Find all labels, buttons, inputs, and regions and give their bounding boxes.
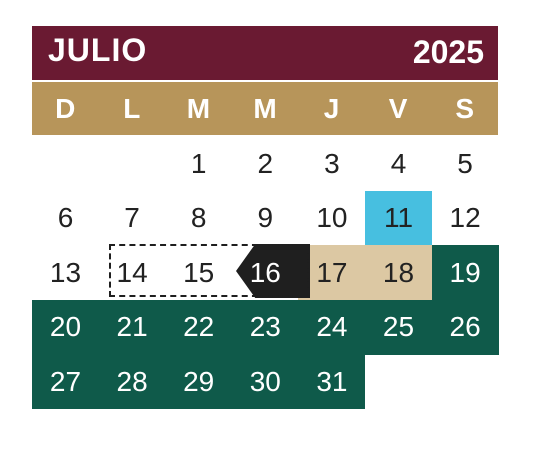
day-cell: 29 xyxy=(165,354,233,410)
day-cell: 24 xyxy=(298,299,366,355)
day-cell: 12 xyxy=(449,202,481,234)
day-cell: 21 xyxy=(98,299,166,355)
day-cell: 16 xyxy=(249,256,281,288)
day-cell: 9 xyxy=(257,202,274,234)
month-title: JULIO xyxy=(48,32,148,68)
day-cell: 27 xyxy=(32,354,99,410)
weekday-label: M xyxy=(186,92,211,124)
weekday-bar: D L M M J V S xyxy=(32,82,498,135)
day-cell: 7 xyxy=(124,202,140,234)
weekday-label: M xyxy=(253,92,277,124)
day-cell: 23 xyxy=(231,299,299,355)
day-cell: 31 xyxy=(298,354,366,410)
weekday-label: J xyxy=(323,92,340,124)
year-title: 2025 xyxy=(412,34,484,70)
day-cell: 20 xyxy=(32,299,99,355)
day-cell: 30 xyxy=(231,354,299,410)
day-cell: 25 xyxy=(365,299,432,355)
day-cell: 13 xyxy=(49,256,82,288)
day-cell: 4 xyxy=(390,147,407,179)
day-cell: 11 xyxy=(365,190,432,246)
weekday-label: L xyxy=(123,92,141,124)
weekday-label: S xyxy=(455,92,475,124)
month-header: JULIO 2025 xyxy=(32,26,498,80)
day-cell: 28 xyxy=(98,354,166,410)
day-cell: 19 xyxy=(431,245,499,301)
day-cell: 2 xyxy=(257,147,274,179)
day-cell: 1 xyxy=(190,147,207,179)
day-cell: 10 xyxy=(316,202,348,234)
day-cell: 26 xyxy=(431,299,499,355)
weekday-label: D xyxy=(55,92,76,124)
day-cell: 18 xyxy=(365,245,432,301)
day-cell: 14 xyxy=(116,256,148,288)
day-cell: 22 xyxy=(165,299,233,355)
day-cell: 8 xyxy=(190,202,207,234)
day-cell: 5 xyxy=(457,147,473,179)
day-cell: 15 xyxy=(183,256,215,288)
day-cell: 6 xyxy=(57,202,74,234)
day-cell: 3 xyxy=(324,147,340,179)
weekday-label: V xyxy=(388,92,408,124)
